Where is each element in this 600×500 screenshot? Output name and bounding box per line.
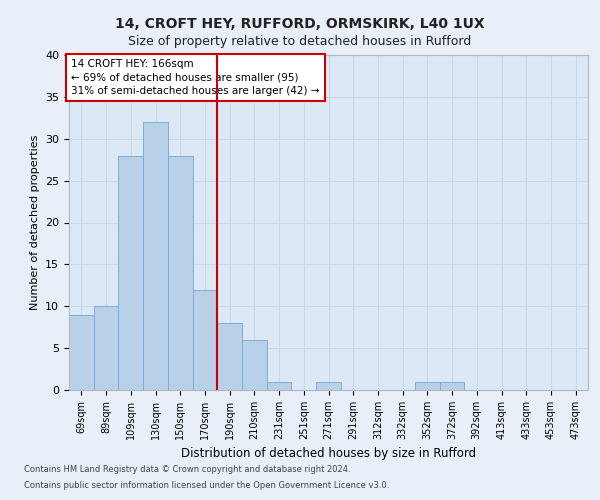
- Bar: [316, 382, 341, 390]
- Bar: [415, 382, 440, 390]
- Bar: [168, 156, 193, 390]
- Bar: [267, 382, 292, 390]
- Bar: [118, 156, 143, 390]
- Bar: [143, 122, 168, 390]
- Text: Size of property relative to detached houses in Rufford: Size of property relative to detached ho…: [128, 35, 472, 48]
- Bar: [242, 340, 267, 390]
- Text: 14 CROFT HEY: 166sqm
← 69% of detached houses are smaller (95)
31% of semi-detac: 14 CROFT HEY: 166sqm ← 69% of detached h…: [71, 59, 320, 96]
- Bar: [440, 382, 464, 390]
- Text: 14, CROFT HEY, RUFFORD, ORMSKIRK, L40 1UX: 14, CROFT HEY, RUFFORD, ORMSKIRK, L40 1U…: [115, 18, 485, 32]
- Bar: [217, 323, 242, 390]
- Bar: [94, 306, 118, 390]
- X-axis label: Distribution of detached houses by size in Rufford: Distribution of detached houses by size …: [181, 448, 476, 460]
- Bar: [69, 314, 94, 390]
- Y-axis label: Number of detached properties: Number of detached properties: [29, 135, 40, 310]
- Bar: [193, 290, 217, 390]
- Text: Contains HM Land Registry data © Crown copyright and database right 2024.: Contains HM Land Registry data © Crown c…: [24, 466, 350, 474]
- Text: Contains public sector information licensed under the Open Government Licence v3: Contains public sector information licen…: [24, 480, 389, 490]
